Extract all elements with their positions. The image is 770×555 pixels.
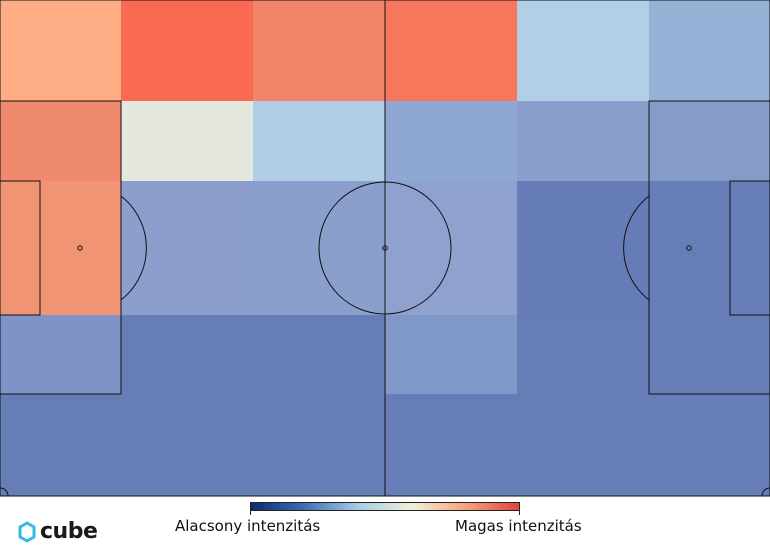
heatmap-cell — [253, 315, 385, 394]
heatmap-cell — [517, 101, 649, 181]
heatmap-cell — [517, 0, 649, 101]
left-penalty-spot — [77, 245, 83, 251]
cube-logo-text: cube — [40, 519, 98, 544]
heatmap-cell — [0, 181, 121, 315]
heatmap-cell — [385, 101, 517, 181]
colorbar-low-label: Alacsony intenzitás — [175, 517, 321, 535]
colorbar — [250, 502, 520, 511]
heatmap-cell — [0, 394, 121, 496]
heatmap-cell — [121, 394, 253, 496]
heatmap-cell — [253, 394, 385, 496]
heatmap-cell — [385, 315, 517, 394]
right-penalty-spot — [686, 245, 692, 251]
pitch-heatmap — [0, 0, 770, 497]
center-spot — [382, 245, 388, 251]
heatmap-cell — [121, 315, 253, 394]
cube-logo: cube — [18, 519, 98, 545]
left-penalty-box — [0, 100, 122, 395]
heatmap-cell — [649, 394, 770, 496]
heatmap-cells — [0, 0, 770, 496]
right-penalty-arc — [623, 195, 650, 301]
heatmap-cell — [0, 0, 121, 101]
corner-arc-bottom-right — [761, 487, 770, 497]
left-penalty-arc — [120, 195, 147, 301]
heatmap-cell — [649, 315, 770, 394]
heatmap-cell — [517, 181, 649, 315]
right-goal-area — [729, 180, 770, 316]
heatmap-cell — [253, 101, 385, 181]
heatmap-cell — [121, 0, 253, 101]
heatmap-cell — [121, 101, 253, 181]
heatmap-cell — [385, 394, 517, 496]
heatmap-cell — [253, 0, 385, 101]
colorbar-high-label: Magas intenzitás — [455, 517, 582, 535]
heatmap-cell — [517, 394, 649, 496]
heatmap-cell — [385, 0, 517, 101]
heatmap-cell — [649, 101, 770, 181]
colorbar-tick-high — [519, 511, 520, 515]
heatmap-cell — [517, 315, 649, 394]
heatmap-cell — [121, 181, 253, 315]
center-circle — [318, 181, 452, 315]
heatmap-cell — [649, 181, 770, 315]
colorbar-tick-low — [250, 511, 251, 515]
heatmap-cell — [649, 0, 770, 101]
left-goal-area — [0, 180, 41, 316]
corner-arc-bottom-left — [0, 487, 9, 497]
cube-logo-icon — [18, 521, 36, 543]
pitch-lines — [0, 0, 770, 497]
heatmap-cell — [0, 315, 121, 394]
heatmap-cell — [0, 101, 121, 181]
right-penalty-box — [648, 100, 770, 395]
